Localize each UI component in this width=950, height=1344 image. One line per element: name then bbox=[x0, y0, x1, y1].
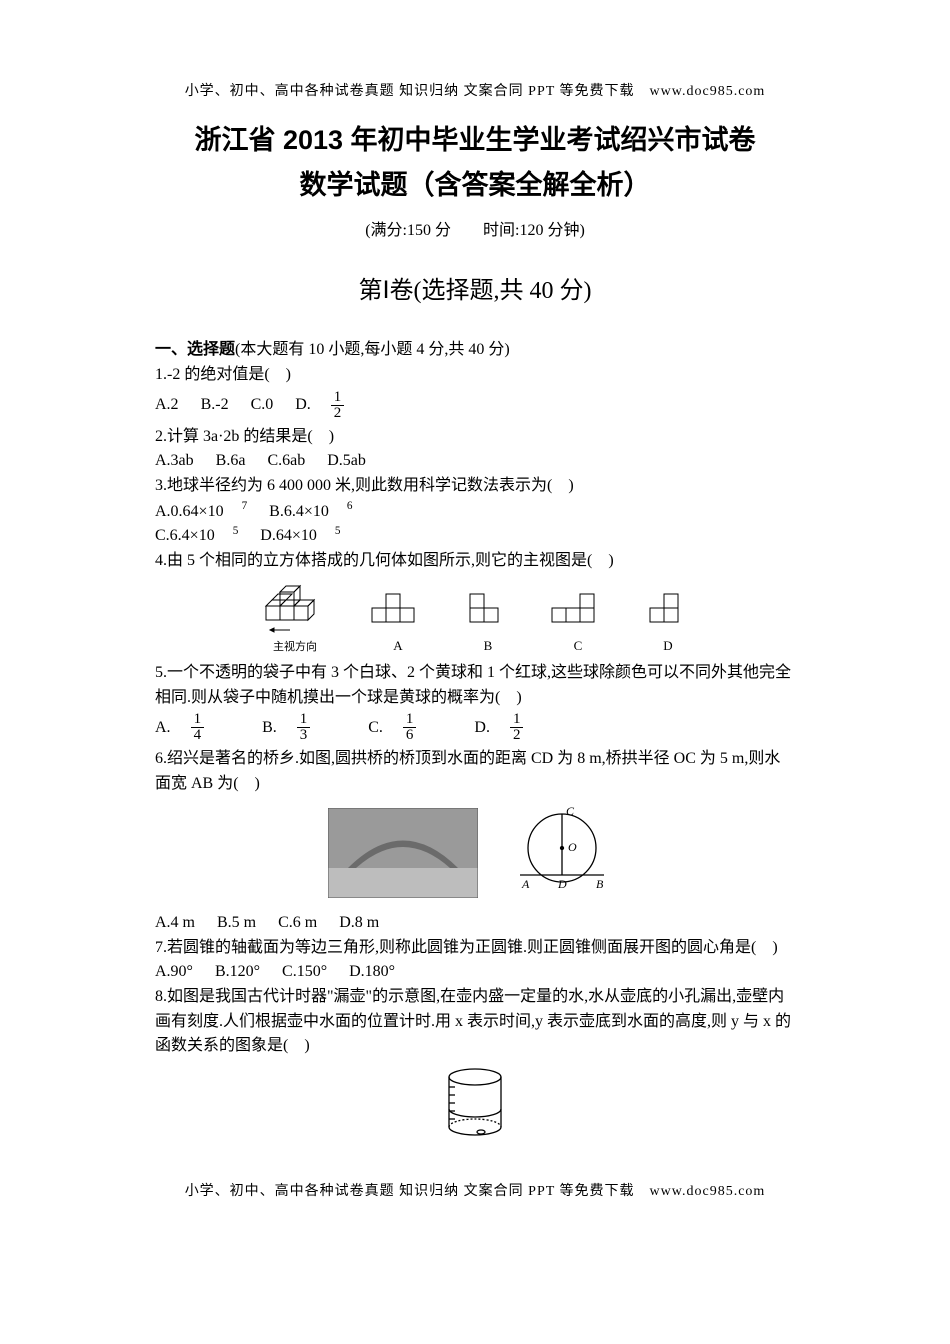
q1-opt-a: A.2 bbox=[155, 396, 179, 414]
exam-title: 浙江省 2013 年初中毕业生学业考试绍兴市试卷 bbox=[155, 118, 795, 157]
q7-opt-a: A.90° bbox=[155, 963, 193, 981]
section-1-title: 第Ⅰ卷(选择题,共 40 分) bbox=[155, 270, 795, 305]
q4-opt-d-icon bbox=[646, 590, 690, 635]
fraction-icon: 12 bbox=[331, 390, 363, 421]
q6-figures: C O A D B bbox=[155, 803, 795, 908]
q6-options: A.4 m B.5 m C.6 m D.8 m bbox=[155, 914, 795, 932]
q3-options-row2: C.6.4×10 5 D.64×10 5 bbox=[155, 525, 795, 545]
q6-label-a: A bbox=[521, 877, 530, 891]
section-intro-rest: (本大题有 10 小题,每小题 4 分,共 40 分) bbox=[235, 341, 510, 358]
q7-opt-d: D.180° bbox=[349, 963, 395, 981]
q1-d-prefix: D. bbox=[295, 396, 311, 414]
question-1: 1.-2 的绝对值是( ) bbox=[155, 363, 795, 388]
q5-options: A.14 B.13 C.16 D.12 bbox=[155, 712, 795, 743]
q4-labels-row: 主视方向 A B C D bbox=[155, 637, 795, 655]
q3-a-sup: 7 bbox=[242, 500, 248, 512]
q3-d-sup: 5 bbox=[335, 525, 341, 537]
section-intro: 一、选择题(本大题有 10 小题,每小题 4 分,共 40 分) bbox=[155, 335, 795, 359]
q5-d-den: 2 bbox=[510, 728, 524, 743]
section-intro-bold: 一、选择题 bbox=[155, 341, 235, 358]
q5-opt-a: A. 14 bbox=[155, 712, 240, 743]
q1-d-den: 2 bbox=[331, 406, 345, 421]
q1-opt-d: D. 12 bbox=[295, 390, 380, 421]
q5-opt-c: C. 16 bbox=[368, 712, 452, 743]
exam-meta: (满分:150 分 时间:120 分钟) bbox=[155, 216, 795, 240]
q4-opt-a-icon bbox=[370, 590, 426, 635]
exam-page: 小学、初中、高中各种试卷真题 知识归纳 文案合同 PPT 等免费下载 www.d… bbox=[0, 0, 950, 1240]
bridge-diagram-icon: C O A D B bbox=[502, 803, 622, 908]
q1-opt-c: C.0 bbox=[251, 396, 274, 414]
q8-figure bbox=[155, 1065, 795, 1150]
q4-opt-c-icon bbox=[550, 590, 606, 635]
question-4: 4.由 5 个相同的立方体搭成的几何体如图所示,则它的主视图是( ) bbox=[155, 549, 795, 574]
q5-b-den: 3 bbox=[297, 728, 311, 743]
question-8: 8.如图是我国古代计时器"漏壶"的示意图,在壶内盛一定量的水,水从壶底的小孔漏出… bbox=[155, 985, 795, 1059]
q6-label-c: C bbox=[566, 804, 575, 818]
question-3: 3.地球半径约为 6 400 000 米,则此数用科学记数法表示为( ) bbox=[155, 474, 795, 499]
q2-opt-c: C.6ab bbox=[267, 452, 305, 470]
q5-a-den: 4 bbox=[191, 728, 205, 743]
q5-c-pre: C. bbox=[368, 719, 383, 737]
cylinder-icon bbox=[435, 1065, 515, 1145]
q2-opt-a: A.3ab bbox=[155, 452, 194, 470]
page-footer: 小学、初中、高中各种试卷真题 知识归纳 文案合同 PPT 等免费下载 www.d… bbox=[155, 1180, 795, 1200]
q5-d-num: 1 bbox=[510, 712, 524, 728]
q5-b-pre: B. bbox=[262, 719, 277, 737]
page-header: 小学、初中、高中各种试卷真题 知识归纳 文案合同 PPT 等免费下载 www.d… bbox=[155, 80, 795, 100]
q5-d-pre: D. bbox=[474, 719, 490, 737]
q4-figures bbox=[155, 580, 795, 635]
q2-options: A.3ab B.6a C.6ab D.5ab bbox=[155, 452, 795, 470]
q3-opt-c: C.6.4×10 5 bbox=[155, 525, 238, 545]
q4-label-c: C bbox=[550, 638, 606, 654]
q3-b-sup: 6 bbox=[347, 500, 353, 512]
q6-opt-d: D.8 m bbox=[339, 914, 379, 932]
q4-label-a: A bbox=[370, 638, 426, 654]
bridge-photo-icon bbox=[328, 808, 478, 903]
q2-opt-d: D.5ab bbox=[327, 452, 366, 470]
q7-opt-c: C.150° bbox=[282, 963, 327, 981]
q3-options-row1: A.0.64×10 7 B.6.4×10 6 bbox=[155, 500, 795, 520]
fraction-icon: 13 bbox=[297, 712, 329, 743]
q7-options: A.90° B.120° C.150° D.180° bbox=[155, 963, 795, 981]
question-5: 5.一个不透明的袋子中有 3 个白球、2 个黄球和 1 个红球,这些球除颜色可以… bbox=[155, 661, 795, 711]
question-7: 7.若圆锥的轴截面为等边三角形,则称此圆锥为正圆锥.则正圆锥侧面展开图的圆心角是… bbox=[155, 936, 795, 961]
q7-opt-b: B.120° bbox=[215, 963, 260, 981]
q2-opt-b: B.6a bbox=[216, 452, 246, 470]
q3-c-pre: C.6.4×10 bbox=[155, 527, 215, 545]
q3-c-sup: 5 bbox=[233, 525, 239, 537]
fraction-icon: 12 bbox=[510, 712, 542, 743]
q5-c-num: 1 bbox=[403, 712, 417, 728]
q3-opt-d: D.64×10 5 bbox=[260, 525, 340, 545]
fraction-icon: 16 bbox=[403, 712, 435, 743]
q4-solid-icon bbox=[260, 580, 330, 635]
q3-opt-a: A.0.64×10 7 bbox=[155, 500, 247, 520]
q5-opt-d: D. 12 bbox=[474, 712, 559, 743]
fraction-icon: 14 bbox=[191, 712, 223, 743]
q5-c-den: 6 bbox=[403, 728, 417, 743]
q5-opt-b: B. 13 bbox=[262, 712, 346, 743]
q3-opt-b: B.6.4×10 6 bbox=[269, 500, 352, 520]
exam-subtitle: 数学试题（含答案全解全析） bbox=[155, 163, 795, 202]
q4-opt-b-icon bbox=[466, 590, 510, 635]
q6-label-d: D bbox=[557, 877, 567, 891]
q3-a-pre: A.0.64×10 bbox=[155, 503, 224, 521]
q1-options: A.2 B.-2 C.0 D. 12 bbox=[155, 390, 795, 421]
q6-opt-c: C.6 m bbox=[278, 914, 317, 932]
q5-b-num: 1 bbox=[297, 712, 311, 728]
q5-a-num: 1 bbox=[191, 712, 205, 728]
q3-d-pre: D.64×10 bbox=[260, 527, 317, 545]
q1-opt-b: B.-2 bbox=[201, 396, 229, 414]
q6-label-o: O bbox=[568, 840, 577, 854]
q4-label-b: B bbox=[466, 638, 510, 654]
q6-opt-a: A.4 m bbox=[155, 914, 195, 932]
q5-a-pre: A. bbox=[155, 719, 171, 737]
question-6: 6.绍兴是著名的桥乡.如图,圆拱桥的桥顶到水面的距离 CD 为 8 m,桥拱半径… bbox=[155, 747, 795, 797]
question-2: 2.计算 3a·2b 的结果是( ) bbox=[155, 425, 795, 450]
q1-d-num: 1 bbox=[331, 390, 345, 406]
q3-b-pre: B.6.4×10 bbox=[269, 503, 329, 521]
q6-opt-b: B.5 m bbox=[217, 914, 256, 932]
q4-label-d: D bbox=[646, 638, 690, 654]
q6-label-b: B bbox=[596, 877, 604, 891]
q4-main-caption: 主视方向 bbox=[260, 638, 330, 654]
